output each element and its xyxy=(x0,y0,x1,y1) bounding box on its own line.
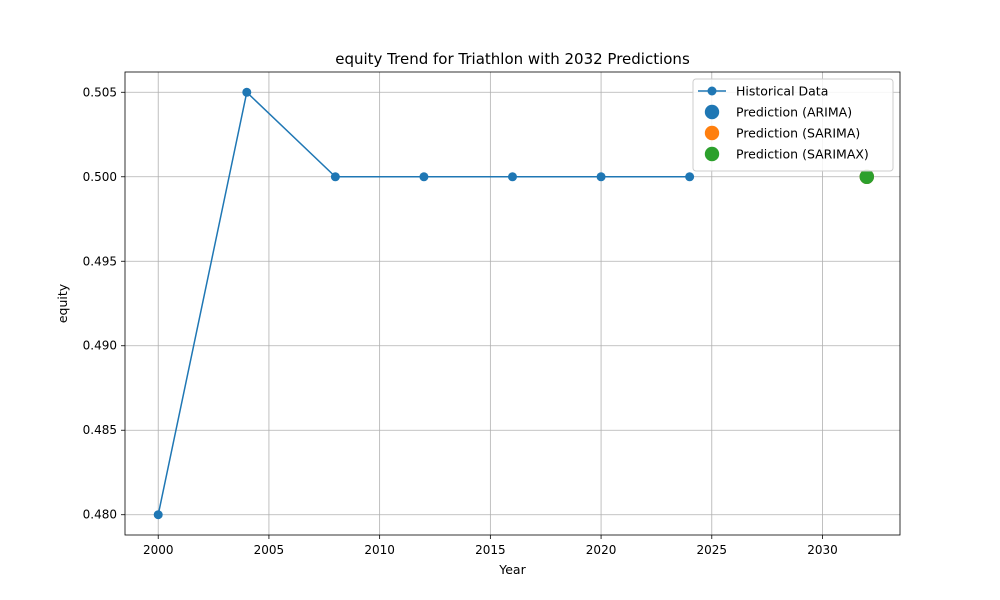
series-3 xyxy=(859,169,874,184)
y-axis-label: equity xyxy=(55,283,70,323)
legend-marker-swatch xyxy=(704,125,720,141)
y-tick-label: 0.490 xyxy=(83,339,117,353)
y-tick-label: 0.505 xyxy=(83,85,117,99)
y-tick-label: 0.500 xyxy=(83,170,117,184)
x-tick-label: 2030 xyxy=(807,543,838,557)
plot-series xyxy=(153,87,874,520)
x-tick-label: 2005 xyxy=(254,543,285,557)
legend-marker-swatch xyxy=(704,104,720,120)
chart-title: equity Trend for Triathlon with 2032 Pre… xyxy=(335,50,690,68)
legend-box xyxy=(692,78,894,172)
axis-ticks: 2000 2005 2010 2015 2020 2025 2030 0.480 0.485 0.… xyxy=(83,85,838,557)
y-tick-label: 0.485 xyxy=(83,423,117,437)
legend-marker-swatch xyxy=(704,146,720,162)
series-0 xyxy=(153,87,695,520)
historical-data-point xyxy=(596,172,606,182)
x-tick-label: 2025 xyxy=(697,543,728,557)
x-tick-label: 2010 xyxy=(364,543,395,557)
x-axis-label: Year xyxy=(498,562,526,577)
legend-marker-swatch xyxy=(707,86,717,96)
y-tick-label: 0.495 xyxy=(83,254,117,268)
legend-entry-label: Historical Data xyxy=(736,84,828,99)
legend-entry-label: Prediction (SARIMAX) xyxy=(736,147,869,162)
legend-entry-label: Prediction (SARIMA) xyxy=(736,126,860,141)
historical-data-point xyxy=(685,172,695,182)
historical-data-point xyxy=(508,172,517,182)
x-tick-label: 2000 xyxy=(143,543,174,557)
historical-data-point xyxy=(419,172,429,182)
y-tick-label: 0.480 xyxy=(83,508,117,522)
legend: Historical Data Prediction (ARIMA) Predict… xyxy=(692,78,894,172)
legend-entry-label: Prediction (ARIMA) xyxy=(736,105,852,120)
historical-data-point xyxy=(330,172,340,182)
grid-lines xyxy=(125,72,900,535)
plot-frame xyxy=(124,71,901,536)
historical-data-point xyxy=(242,87,252,97)
prediction-point xyxy=(859,169,874,184)
x-tick-label: 2015 xyxy=(475,543,506,557)
historical-data-point xyxy=(153,510,163,520)
x-tick-label: 2020 xyxy=(586,543,617,557)
